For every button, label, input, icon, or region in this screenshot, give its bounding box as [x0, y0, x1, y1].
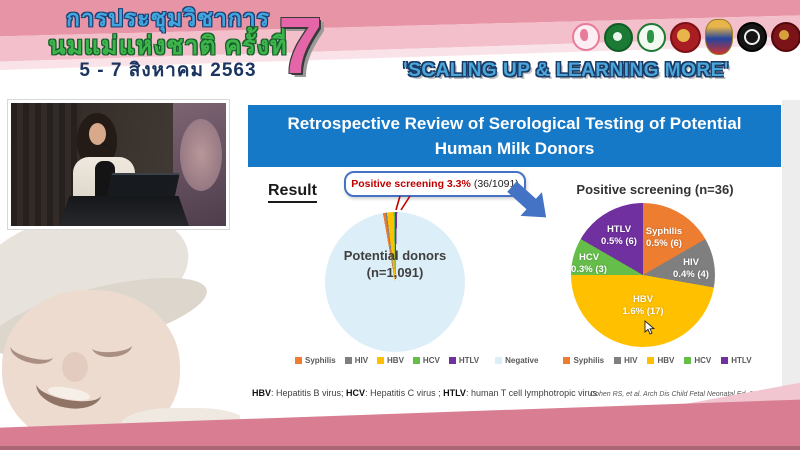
left-pie-legend: Syphilis HIV HBV HCV HTLV Negative — [295, 356, 538, 365]
legend-label: HBV — [387, 356, 404, 365]
conference-title-block: การประชุมวิชาการ นมแม่แห่งชาติ ครั้งที่ … — [6, 5, 330, 81]
slice-value: 0.5% (6) — [601, 236, 637, 247]
left-pie-center-label: Potential donors (n=1,091) — [325, 248, 465, 282]
legend-swatch — [448, 357, 456, 364]
pie-slice-label-syphilis: Syphilis 0.5% (6) — [646, 226, 682, 250]
legend-label: Syphilis — [305, 356, 336, 365]
positive-screening-pie-chart — [571, 203, 715, 347]
potential-donors-pie-chart — [325, 212, 465, 352]
legend-item-negative: Negative — [495, 356, 538, 365]
legend-item-hcv: HCV — [684, 356, 711, 365]
legend-swatch — [412, 357, 420, 364]
slide-title-banner: Retrospective Review of Serological Test… — [248, 105, 781, 167]
sponsor-logos-row: สสส — [572, 18, 800, 56]
mother-child-foundation-logo — [572, 23, 600, 51]
slice-value: 1.6% (17) — [622, 306, 664, 317]
pie-slice-label-hiv: HIV 0.4% (4) — [673, 257, 709, 281]
footnote-def-hbv: : Hepatitis B virus; — [271, 388, 347, 398]
footnote-abbr-hbv: HBV — [252, 388, 272, 398]
royal-crest-logo — [705, 19, 733, 55]
footnote-def-hcv: : Hepatitis C virus ; — [365, 388, 444, 398]
legend-item-hcv: HCV — [412, 356, 440, 365]
callout-detail: (36/1091) — [473, 178, 519, 190]
slice-value: 0.3% (3) — [571, 264, 607, 275]
legend-item-hiv: HIV — [344, 356, 369, 365]
slice-name: HTLV — [606, 224, 632, 236]
presentation-slide: Retrospective Review of Serological Test… — [240, 100, 800, 430]
legend-label: Syphilis — [573, 356, 605, 365]
legend-item-hbv: HBV — [647, 356, 674, 365]
slice-value: 0.5% (6) — [646, 238, 682, 249]
red-gold-emblem-logo — [670, 21, 701, 53]
slice-name: Syphilis — [645, 226, 683, 238]
slice-name: HIV — [683, 257, 699, 269]
podium — [59, 196, 189, 226]
legend-swatch — [614, 357, 622, 364]
legend-swatch — [377, 357, 385, 364]
right-pie-legend: Syphilis HIV HBV HCV HTLV — [563, 356, 752, 365]
slide-title: Retrospective Review of Serological Test… — [287, 113, 742, 159]
positive-screening-callout: Positive screening 3.3% (36/1091) — [344, 171, 526, 197]
callout-pointer-lines — [395, 195, 411, 211]
pie-slice-label-htlv: HTLV 0.5% (6) — [601, 224, 637, 248]
legend-swatch — [295, 357, 302, 364]
legend-swatch — [563, 357, 571, 364]
slice-name: HCV — [578, 252, 600, 264]
legend-label: HIV — [624, 356, 638, 365]
podium-laptop — [106, 173, 180, 199]
legend-item-hbv: HBV — [377, 356, 404, 365]
legend-label: HBV — [657, 356, 675, 365]
legend-item-hiv: HIV — [614, 356, 637, 365]
slice-value: 0.4% (4) — [673, 269, 709, 280]
legend-label: HIV — [354, 356, 369, 365]
result-label: Result — [268, 182, 317, 203]
legend-item-htlv: HTLV — [721, 356, 752, 365]
legend-swatch — [647, 357, 655, 364]
legend-label: Negative — [505, 356, 539, 365]
conference-title-line2: นมแม่แห่งชาติ ครั้งที่ — [48, 31, 288, 60]
pie-slice-label-hcv: HCV 0.3% (3) — [571, 252, 607, 276]
edition-number: 7 — [278, 1, 323, 90]
pie-slice-label-hbv: HBV 1.6% (17) — [622, 294, 663, 318]
black-white-emblem-logo — [737, 22, 767, 52]
conference-tagline: 'SCALING UP & LEARNING MORE' — [403, 60, 729, 81]
legend-swatch — [344, 357, 352, 364]
legend-label: HTLV — [731, 356, 752, 365]
arrow-right-icon — [507, 181, 547, 218]
legend-label: HCV — [422, 356, 440, 365]
slice-name: HBV — [632, 294, 654, 306]
conference-dates: 5 - 7 สิงหาคม 2563 — [79, 59, 257, 81]
footnote-abbr-htlv: HTLV — [443, 388, 466, 398]
speaker-face — [89, 123, 106, 145]
left-pie-center-line1: Potential donors — [343, 248, 447, 263]
right-chart-title: Positive screening (n=36) — [576, 182, 734, 197]
callout-highlight: Positive screening 3.3% — [351, 178, 471, 190]
stage-scene — [11, 103, 226, 226]
footnote-def-htlv: : human T cell lymphotropic virus — [465, 388, 598, 398]
footnote-abbr-hcv: HCV — [346, 388, 366, 398]
footnote: HBV: Hepatitis B virus; HCV: Hepatitis C… — [252, 388, 597, 398]
baby-nose — [62, 352, 88, 382]
legend-label: HCV — [694, 356, 712, 365]
legend-label: HTLV — [458, 356, 480, 365]
left-pie-center-line2: (n=1,091) — [366, 264, 424, 280]
public-health-logo — [637, 22, 666, 52]
dark-red-emblem-logo — [771, 22, 800, 52]
right-edge-strip — [782, 100, 800, 450]
conference-title-line1: การประชุมวิชาการ — [66, 5, 270, 31]
legend-item-syphilis: Syphilis — [563, 356, 604, 365]
backdrop-baby-image — [180, 119, 222, 191]
legend-item-syphilis: Syphilis — [295, 356, 336, 365]
mouse-cursor-icon — [644, 320, 655, 335]
legend-swatch — [495, 357, 503, 364]
green-institute-logo — [604, 22, 633, 52]
citation: Cohen RS, et al. Arch Dis Child Fetal Ne… — [590, 391, 800, 398]
legend-swatch — [684, 357, 692, 364]
speaker-video-feed — [8, 100, 229, 229]
legend-swatch — [721, 357, 729, 364]
legend-item-htlv: HTLV — [448, 356, 480, 365]
bottom-edge-strip — [0, 446, 800, 450]
